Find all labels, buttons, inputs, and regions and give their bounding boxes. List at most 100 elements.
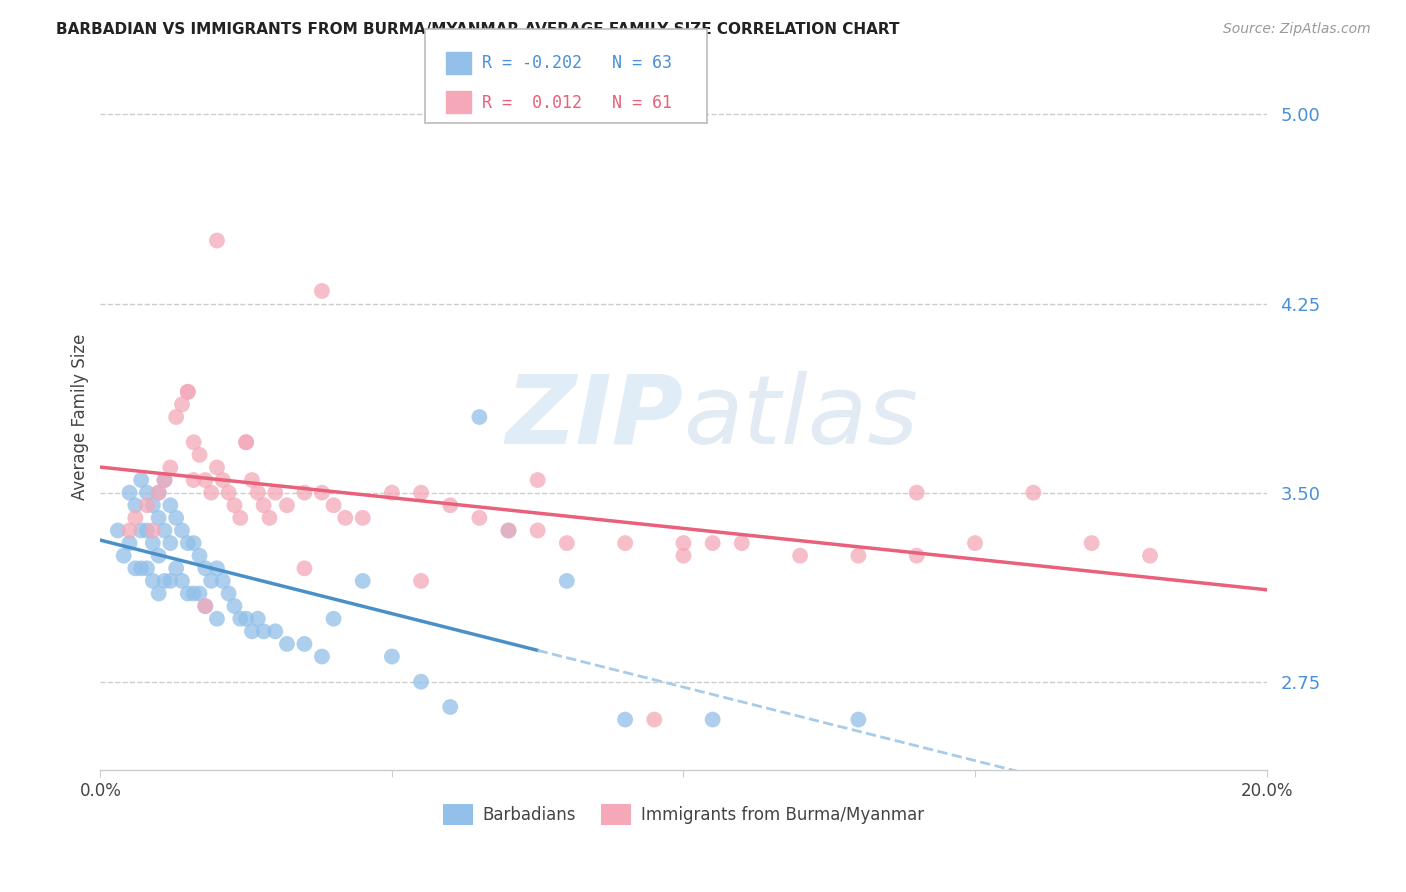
Point (848, 549, 870, 563)
Point (1139, 549, 1161, 563)
Point (177, 384, 200, 399)
Point (439, 498, 461, 512)
Point (672, 549, 695, 563)
Point (294, 637, 316, 651)
Point (211, 574, 233, 588)
Point (183, 473, 205, 487)
Point (311, 649, 333, 664)
Point (276, 498, 298, 512)
Point (702, 536, 724, 550)
Point (142, 498, 165, 512)
Point (264, 485, 287, 500)
Point (159, 536, 181, 550)
Point (107, 524, 129, 538)
Point (352, 574, 374, 588)
Point (142, 574, 165, 588)
Point (129, 561, 152, 575)
Point (218, 586, 240, 600)
Point (240, 624, 263, 639)
Point (188, 448, 211, 462)
Point (468, 511, 491, 525)
Point (136, 498, 159, 512)
Point (194, 561, 217, 575)
Point (322, 498, 344, 512)
Point (205, 561, 228, 575)
Point (322, 612, 344, 626)
Point (235, 612, 257, 626)
Point (170, 574, 193, 588)
Point (118, 536, 141, 550)
Point (148, 485, 170, 500)
Point (194, 473, 217, 487)
Point (142, 524, 165, 538)
Point (136, 524, 159, 538)
Point (311, 284, 333, 298)
Point (194, 599, 217, 614)
Point (229, 612, 252, 626)
Point (614, 536, 637, 550)
Point (129, 473, 152, 487)
Point (555, 574, 578, 588)
Point (235, 435, 257, 450)
Point (159, 460, 181, 475)
Point (246, 612, 269, 626)
Point (409, 674, 432, 689)
Point (170, 397, 193, 411)
Point (905, 485, 928, 500)
Text: R = -0.202   N = 63: R = -0.202 N = 63 (482, 54, 672, 72)
Point (211, 473, 233, 487)
Point (526, 524, 548, 538)
Point (311, 485, 333, 500)
Point (118, 524, 141, 538)
Point (1022, 485, 1045, 500)
Point (1080, 536, 1102, 550)
Point (165, 511, 187, 525)
Point (129, 524, 152, 538)
Point (555, 536, 578, 550)
Point (159, 498, 181, 512)
Point (183, 435, 205, 450)
Point (200, 485, 222, 500)
Point (200, 574, 222, 588)
Point (177, 384, 200, 399)
Point (526, 473, 548, 487)
Point (165, 561, 187, 575)
Text: Source: ZipAtlas.com: Source: ZipAtlas.com (1223, 22, 1371, 37)
Point (112, 549, 135, 563)
Point (205, 612, 228, 626)
Point (468, 410, 491, 425)
Text: atlas: atlas (683, 370, 918, 464)
Point (224, 599, 246, 614)
Point (240, 473, 263, 487)
Point (905, 549, 928, 563)
Point (194, 599, 217, 614)
Point (294, 485, 316, 500)
Point (235, 435, 257, 450)
Point (136, 485, 159, 500)
Point (252, 624, 274, 639)
Point (148, 586, 170, 600)
Text: ZIP: ZIP (506, 370, 683, 464)
Point (148, 549, 170, 563)
Point (148, 511, 170, 525)
Point (672, 536, 695, 550)
Point (963, 536, 986, 550)
Point (142, 536, 165, 550)
Point (229, 511, 252, 525)
Point (643, 713, 665, 727)
Point (848, 713, 870, 727)
Point (124, 498, 146, 512)
Point (294, 561, 316, 575)
Point (188, 586, 211, 600)
Text: R =  0.012   N = 61: R = 0.012 N = 61 (482, 94, 672, 112)
Point (252, 498, 274, 512)
Point (170, 524, 193, 538)
Point (352, 511, 374, 525)
Point (205, 234, 228, 248)
Point (259, 511, 281, 525)
Point (614, 713, 637, 727)
Point (177, 586, 200, 600)
Point (498, 524, 520, 538)
Legend: Barbadians, Immigrants from Burma/Myanmar: Barbadians, Immigrants from Burma/Myanma… (443, 804, 924, 825)
Point (153, 473, 176, 487)
